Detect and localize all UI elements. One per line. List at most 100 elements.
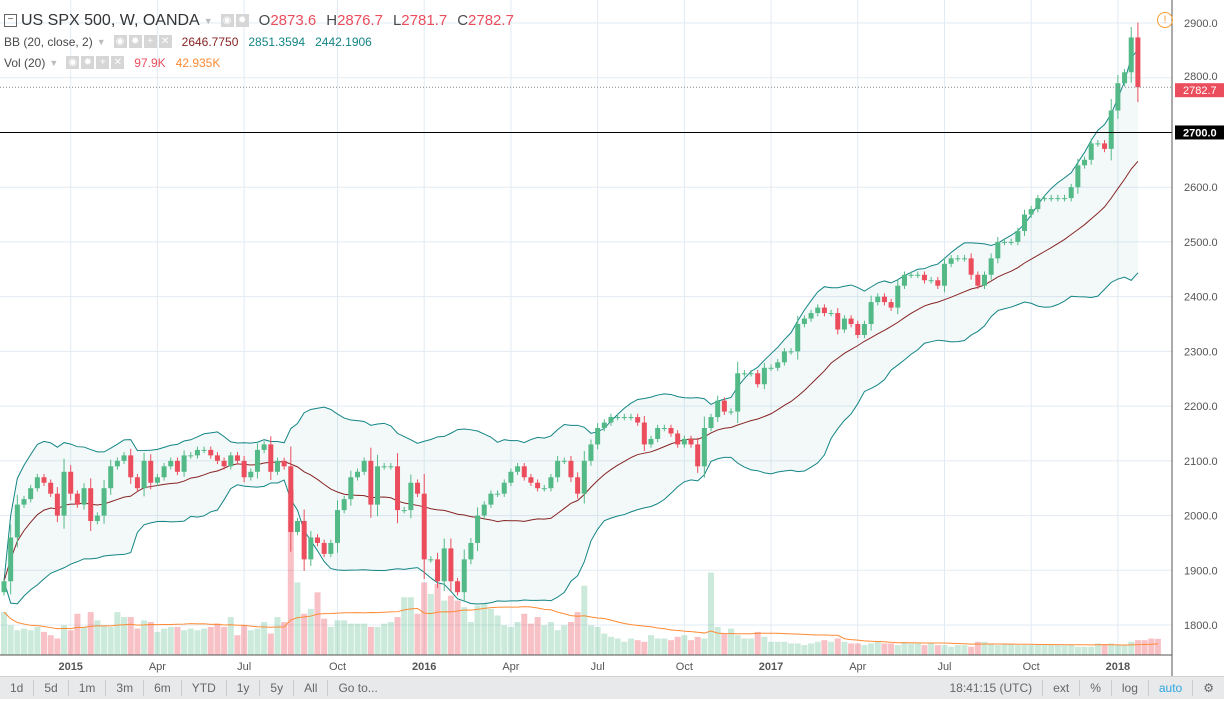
candle-body [541,488,547,490]
range-ytd[interactable]: YTD [182,680,227,696]
gear-icon[interactable]: ✹ [81,56,95,69]
vol-ma-value: 42.935K [175,55,221,70]
volume-bar [981,641,988,655]
candle-body [495,493,501,495]
eye-icon[interactable]: ◉ [220,14,234,27]
vol-label[interactable]: Vol (20) [4,55,46,70]
ext-toggle[interactable]: ext [1043,680,1081,696]
volume-bar [834,638,841,655]
volume-bar [1028,645,1035,655]
volume-bar [194,630,201,655]
chevron-down-icon[interactable]: ▼ [49,57,59,68]
volume-bar [894,645,901,655]
candle-body [268,444,274,472]
candle-body [788,351,794,353]
close-icon[interactable]: ✕ [158,35,172,48]
candle-body [308,537,314,560]
percent-toggle[interactable]: % [1080,680,1112,696]
time-tick-label: 2015 [58,661,82,673]
range-5d[interactable]: 5d [34,680,69,696]
volume-bar [354,623,361,655]
candle-body [621,417,627,419]
candle-body [1102,143,1108,149]
volume-bar [581,585,588,655]
volume-bar [634,640,641,655]
volume-bar [594,626,601,655]
range-3m[interactable]: 3m [106,680,145,696]
candle-body [208,449,214,456]
range-1m[interactable]: 1m [69,680,107,696]
candle-body [908,274,914,276]
volume-bar [27,630,34,655]
range-1d[interactable]: 1d [0,680,35,696]
candle-body [408,482,414,511]
range-5y[interactable]: 5y [260,680,295,696]
range-6m[interactable]: 6m [144,680,182,696]
volume-bar [701,638,708,655]
volume-bar [801,645,808,655]
volume-bar [434,584,441,655]
goto-button[interactable]: Go to... [338,681,378,695]
bb-label[interactable]: BB (20, close, 2) [4,34,93,49]
time-tick-label: Jul [237,661,251,673]
candle-body [261,444,267,450]
eye-icon[interactable]: ◉ [66,56,80,69]
range-1y[interactable]: 1y [227,680,261,696]
candle-body [988,258,994,275]
chevron-down-icon[interactable]: ▼ [96,36,106,47]
volume-bar [621,641,628,655]
candle-body [895,285,901,308]
volume-bar [94,620,101,655]
plus-icon[interactable]: + [96,56,110,69]
volume-bar [427,593,434,655]
volume-bar [114,612,121,655]
volume-bar [461,607,468,655]
candle-body [715,400,721,418]
candle-body [601,422,607,429]
candle-body [248,471,254,478]
price-chart[interactable]: 1800.0 1900.0 2000.0 2100.0 2200.0 2300.0 2400… [0,0,1224,676]
volume-bar [788,643,795,655]
bb-lower-value: 2442.1906 [315,34,372,49]
volume-bar [501,625,508,655]
gear-icon[interactable]: ⚙ [1203,681,1214,695]
volume-bar [828,641,835,655]
candle-body [801,318,807,325]
warning-icon[interactable]: ! [1157,12,1173,28]
volume-bar [768,641,775,655]
volume-bar [1128,641,1135,655]
candle-body [901,274,907,286]
candle-body [168,460,174,467]
volume-bar [294,582,301,655]
volume-bar [688,640,695,655]
candle-body [1068,187,1074,199]
symbol-title[interactable]: US SPX 500, W, OANDA [21,11,200,29]
volume-bar [1081,646,1088,655]
plus-icon[interactable]: + [143,35,157,48]
gear-icon[interactable]: ✹ [128,35,142,48]
candle-body [1055,198,1061,200]
candle-body [761,367,767,385]
auto-toggle[interactable]: auto [1149,680,1194,696]
chevron-down-icon[interactable]: ▼ [203,15,213,26]
log-toggle[interactable]: log [1112,680,1149,696]
volume-bar [1114,645,1121,655]
volume-bar [754,631,761,655]
collapse-icon[interactable]: − [4,14,17,27]
volume-bar [654,638,661,655]
candle-body [114,460,120,467]
volume-bar [74,613,81,655]
range-all[interactable]: All [294,680,329,696]
volume-bar [848,643,855,655]
volume-bar [361,623,368,655]
close-icon[interactable]: ✕ [111,56,125,69]
price-tick-label: 2100.0 [1184,456,1218,468]
eye-icon[interactable]: ◉ [113,35,127,48]
candle-body [214,455,220,461]
volume-bar [401,597,408,655]
candle-body [68,471,74,494]
candle-body [595,428,601,445]
candle-body [701,428,707,467]
volume-bar [441,600,448,655]
gear-icon[interactable]: ✹ [235,14,249,27]
